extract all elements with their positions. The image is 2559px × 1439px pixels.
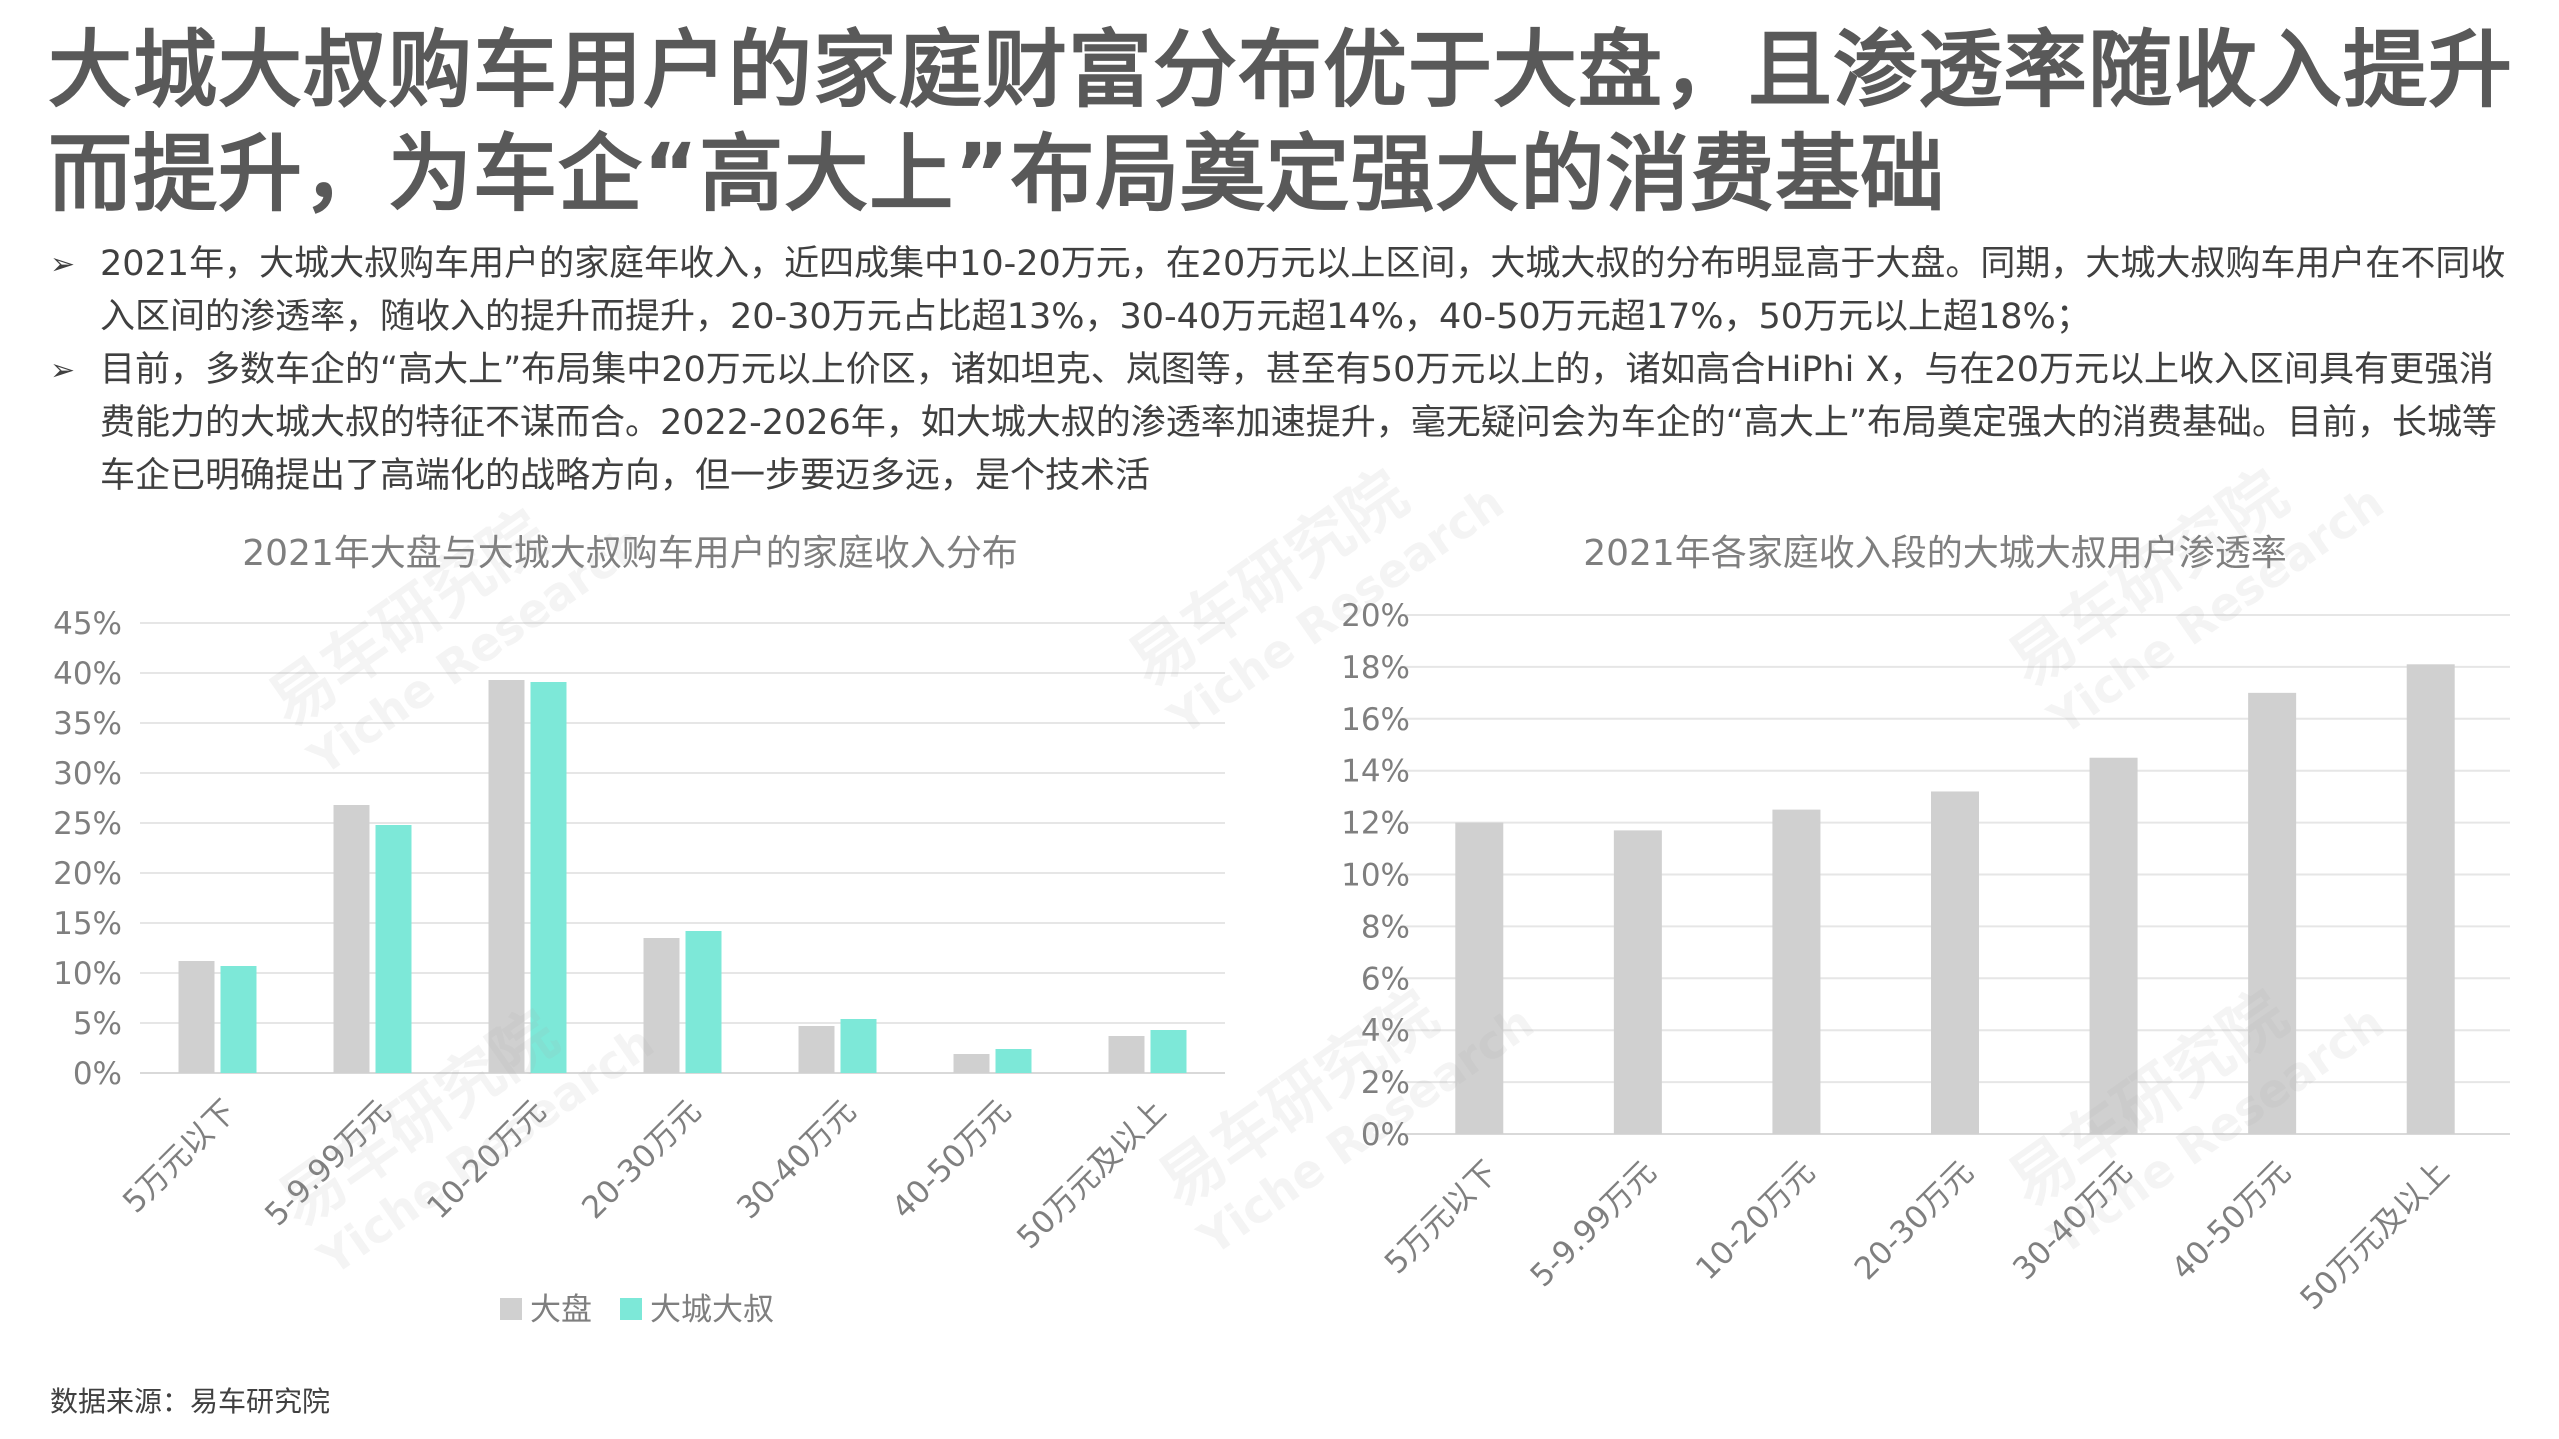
x-category-label: 30-40万元: [730, 1093, 863, 1226]
x-category-label: 40-50万元: [2165, 1154, 2298, 1287]
bar-dachengdashu: [840, 1019, 877, 1073]
y-tick-label: 2%: [1361, 1065, 1410, 1101]
y-tick-label: 18%: [1341, 650, 1410, 686]
x-category-label: 5万元以下: [116, 1093, 243, 1220]
y-tick-label: 15%: [53, 906, 122, 942]
income-distribution-svg: 2021年大盘与大城大叔购车用户的家庭收入分布 0% 5% 10% 15% 20% 25% 3…: [53, 533, 1225, 1328]
legend-swatch: [500, 1298, 522, 1320]
chart-title: 2021年各家庭收入段的大城大叔用户渗透率: [1583, 533, 2287, 574]
x-category-label: 10-20万元: [1689, 1154, 1822, 1287]
y-tick-label: 40%: [53, 656, 122, 692]
penetration-rate-chart: 2021年各家庭收入段的大城大叔用户渗透率 0% 2% 4% 6% 8% 10% 12% 14%…: [1300, 520, 2559, 1360]
bullet-text-2: 目前，多数车企的“高大上”布局集中20万元以上价区，诸如坦克、岚图等，甚至有50…: [100, 350, 2498, 496]
page-title: 大城大叔购车用户的家庭财富分布优于大盘，且渗透率随收入提升而提升，为车企“高大上…: [48, 21, 2514, 223]
arrow-bullet-icon: ➢: [50, 247, 76, 282]
y-tick-label: 4%: [1361, 1013, 1410, 1049]
bar-penetration: [2089, 757, 2138, 1134]
bullet-item-2: ➢ 目前，多数车企的“高大上”布局集中20万元以上价区，诸如坦克、岚图等，甚至有…: [50, 344, 2520, 503]
bullet-item-1: ➢ 2021年，大城大叔购车用户的家庭年收入，近四成集中10-20万元，在20万…: [50, 238, 2520, 344]
x-category-label: 20-30万元: [575, 1093, 708, 1226]
bar-dachengdashu: [685, 931, 722, 1073]
income-distribution-chart: 2021年大盘与大城大叔购车用户的家庭收入分布 0% 5% 10% 15% 20% 25% 3…: [0, 520, 1260, 1360]
y-tick-label: 30%: [53, 756, 122, 792]
bar-dapan: [1108, 1036, 1145, 1073]
legend-label: 大城大叔: [650, 1292, 774, 1328]
y-tick-label: 6%: [1361, 961, 1410, 997]
bar-penetration: [1455, 822, 1504, 1134]
bar-dapan: [333, 805, 370, 1073]
bar-dachengdashu: [995, 1049, 1032, 1073]
x-category-label: 30-40万元: [2006, 1154, 2139, 1287]
chart-title: 2021年大盘与大城大叔购车用户的家庭收入分布: [242, 533, 1018, 574]
y-tick-label: 16%: [1341, 702, 1410, 738]
bar-penetration: [2406, 664, 2455, 1134]
y-tick-label: 5%: [73, 1006, 122, 1042]
bar-dapan: [643, 938, 680, 1073]
bar-dachengdashu: [375, 825, 412, 1073]
bar-dachengdashu: [530, 682, 567, 1073]
y-tick-label: 10%: [53, 956, 122, 992]
bullet-text-1: 2021年，大城大叔购车用户的家庭年收入，近四成集中10-20万元，在20万元以…: [100, 244, 2506, 337]
y-tick-label: 14%: [1341, 754, 1410, 790]
y-tick-label: 45%: [53, 606, 122, 642]
x-category-label: 40-50万元: [885, 1093, 1018, 1226]
y-tick-label: 25%: [53, 806, 122, 842]
y-tick-label: 0%: [73, 1056, 122, 1092]
bullet-list: ➢ 2021年，大城大叔购车用户的家庭年收入，近四成集中10-20万元，在20万…: [50, 238, 2520, 503]
y-tick-label: 12%: [1341, 806, 1410, 842]
legend-swatch: [620, 1298, 642, 1320]
bar-penetration: [2248, 692, 2297, 1134]
y-tick-label: 10%: [1341, 858, 1410, 894]
bar-dapan: [798, 1026, 835, 1073]
bar-dapan: [488, 680, 525, 1073]
x-category-label: 5-9.99万元: [1524, 1154, 1664, 1294]
x-category-label: 20-30万元: [1848, 1154, 1981, 1287]
bar-penetration: [1613, 830, 1662, 1134]
arrow-bullet-icon: ➢: [50, 353, 76, 388]
y-tick-label: 20%: [53, 856, 122, 892]
y-tick-label: 20%: [1341, 598, 1410, 634]
bar-dapan: [953, 1054, 990, 1073]
x-category-label: 50万元及以上: [2293, 1154, 2456, 1317]
penetration-rate-svg: 2021年各家庭收入段的大城大叔用户渗透率 0% 2% 4% 6% 8% 10% 12% 14%…: [1341, 533, 2510, 1317]
x-category-label: 5-9.99万元: [258, 1093, 398, 1233]
bar-dachengdashu: [1150, 1030, 1187, 1073]
y-tick-label: 8%: [1361, 909, 1410, 945]
legend-label: 大盘: [530, 1292, 592, 1328]
x-category-label: 10-20万元: [420, 1093, 553, 1226]
y-tick-label: 35%: [53, 706, 122, 742]
x-category-label: 50万元及以上: [1010, 1093, 1173, 1256]
bar-penetration: [1772, 809, 1821, 1134]
bar-dapan: [178, 961, 215, 1073]
data-source-note: 数据来源：易车研究院: [50, 1385, 331, 1418]
bar-penetration: [1931, 791, 1979, 1134]
bar-dachengdashu: [220, 966, 257, 1073]
x-category-label: 5万元以下: [1378, 1154, 1505, 1281]
y-tick-label: 0%: [1361, 1117, 1410, 1153]
